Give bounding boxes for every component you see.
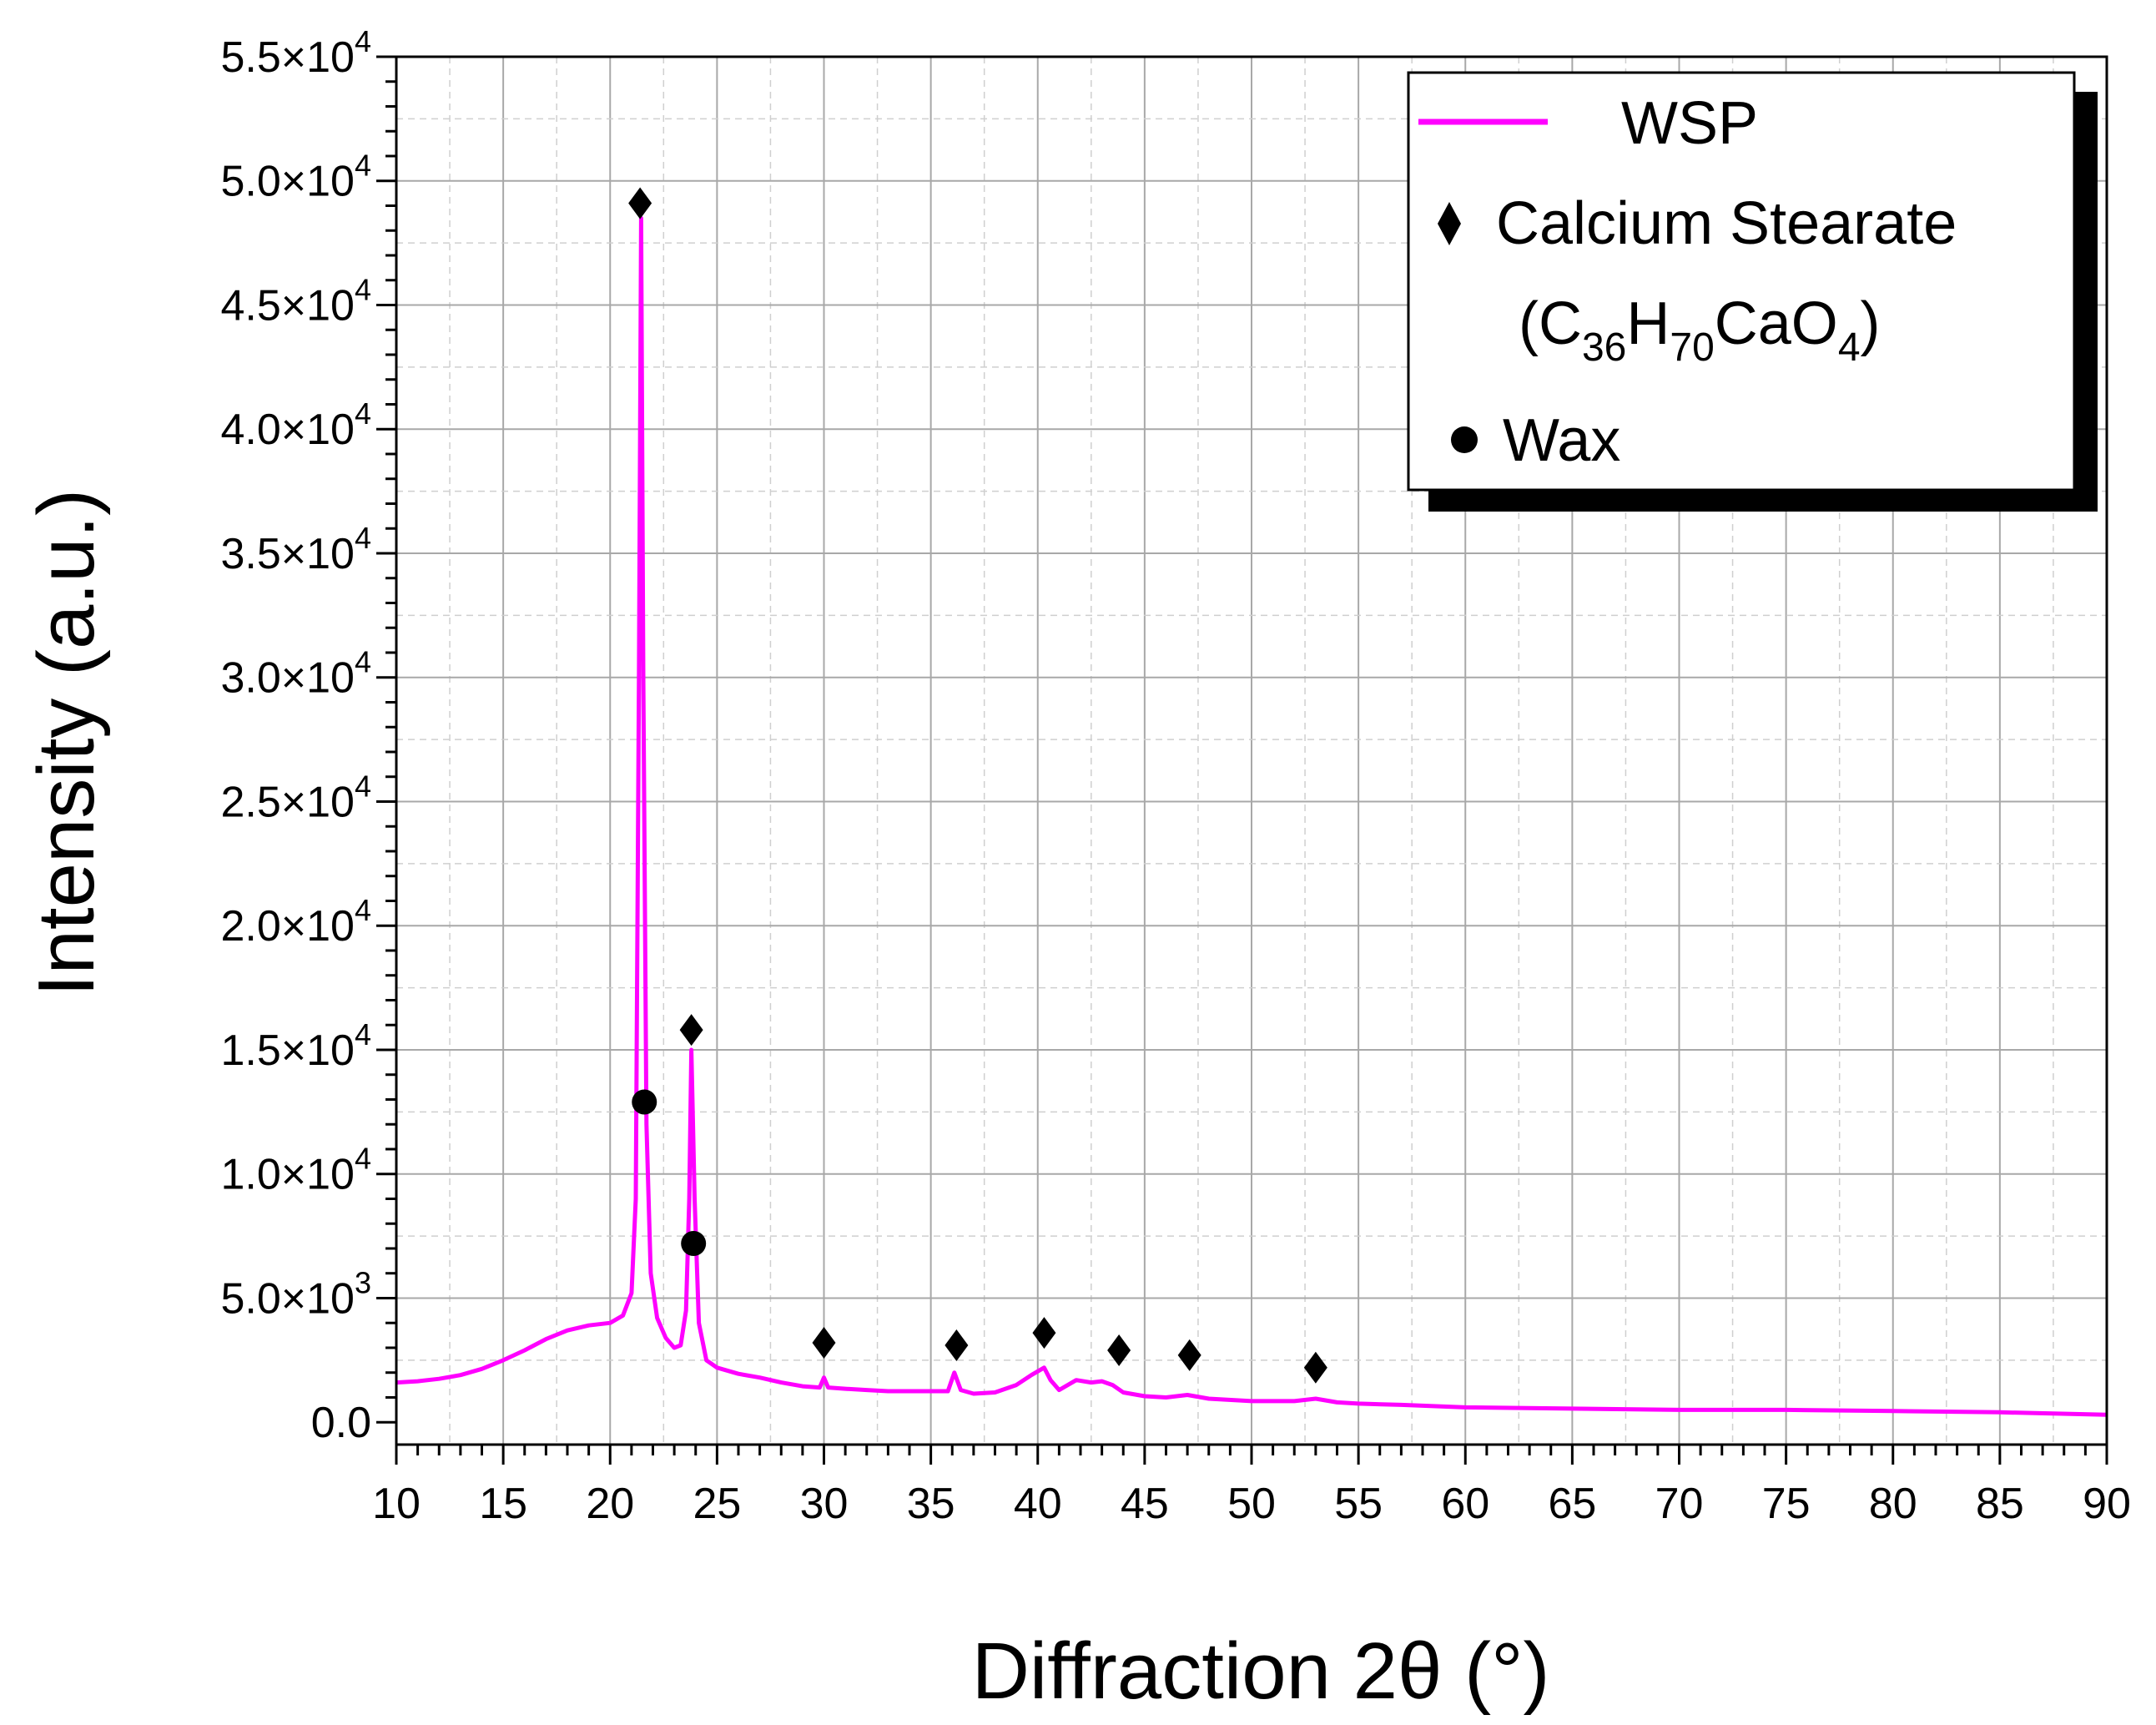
series-line-wsp [395,215,2108,1417]
x-tick-label: 40 [1014,1480,1062,1528]
x-tick-label: 55 [1334,1480,1383,1528]
x-tick-label: 15 [479,1480,527,1528]
x-tick-label: 20 [586,1480,634,1528]
wax-marker [632,1089,657,1115]
x-tick-label: 30 [800,1480,849,1528]
legend-dot-icon [1451,426,1478,453]
x-tick-label: 45 [1121,1480,1169,1528]
x-tick-label: 80 [1869,1480,1917,1528]
calcium-stearate-marker [628,187,652,219]
y-tick-label: 3.5×104 [220,521,371,578]
y-tick-label: 4.0×104 [220,396,371,454]
x-axis-title: Diffraction 2θ (°) [972,1627,1550,1716]
x-tick-label: 65 [1548,1480,1596,1528]
marker-layer [628,187,1327,1384]
legend-wsp-label: WSP [1621,90,1758,157]
grid-lines [396,57,2107,1445]
legend: WSP Calcium Stearate (C36H70CaO4) Wax [1407,71,2098,512]
y-tick-label: 3.0×104 [220,645,371,703]
y-tick-label: 5.5×104 [220,24,371,82]
calcium-stearate-marker [1107,1334,1131,1366]
legend-cs-formula: (C36H70CaO4) [1519,290,1881,370]
y-tick-label: 4.5×104 [220,272,371,330]
x-tick-label: 70 [1655,1480,1704,1528]
wax-marker [681,1231,707,1257]
x-tick-label: 75 [1762,1480,1811,1528]
legend-diamond-icon [1438,202,1461,245]
y-tick-label: 5.0×104 [220,149,371,206]
calcium-stearate-marker [1032,1317,1056,1349]
y-tick-label: 0.0 [311,1399,371,1447]
y-axis-title: Intensity (a.u.) [22,489,111,996]
y-tick-label: 2.5×104 [220,769,371,826]
calcium-stearate-marker [812,1327,836,1359]
x-axis: 10 15 20 25 30 35 40 45 50 55 60 65 70 75 80 85 90 [372,1445,2131,1528]
y-tick-label: 5.0×103 [220,1265,371,1323]
x-tick-label: 35 [907,1480,955,1528]
x-tick-label: 50 [1227,1480,1276,1528]
y-tick-label: 2.0×104 [220,893,371,951]
x-tick-label: 25 [693,1480,741,1528]
y-axis: 0.0 5.0×103 1.0×104 1.5×104 2.0×104 2.5×104 3.… [220,24,396,1447]
x-tick-label: 60 [1441,1480,1489,1528]
calcium-stearate-marker [1303,1351,1327,1384]
legend-wax-label: Wax [1503,407,1620,474]
calcium-stearate-marker [1177,1339,1201,1371]
y-tick-label: 1.0×104 [220,1142,371,1199]
series-layer [395,215,2108,1417]
x-tick-label: 90 [2083,1480,2131,1528]
x-tick-label: 85 [1976,1480,2024,1528]
y-tick-label: 1.5×104 [220,1017,371,1075]
x-tick-label: 10 [372,1480,421,1528]
calcium-stearate-marker [679,1014,703,1047]
legend-cs-label: Calcium Stearate [1496,190,1957,257]
calcium-stearate-marker [945,1329,969,1362]
legend-box [1407,71,2076,492]
